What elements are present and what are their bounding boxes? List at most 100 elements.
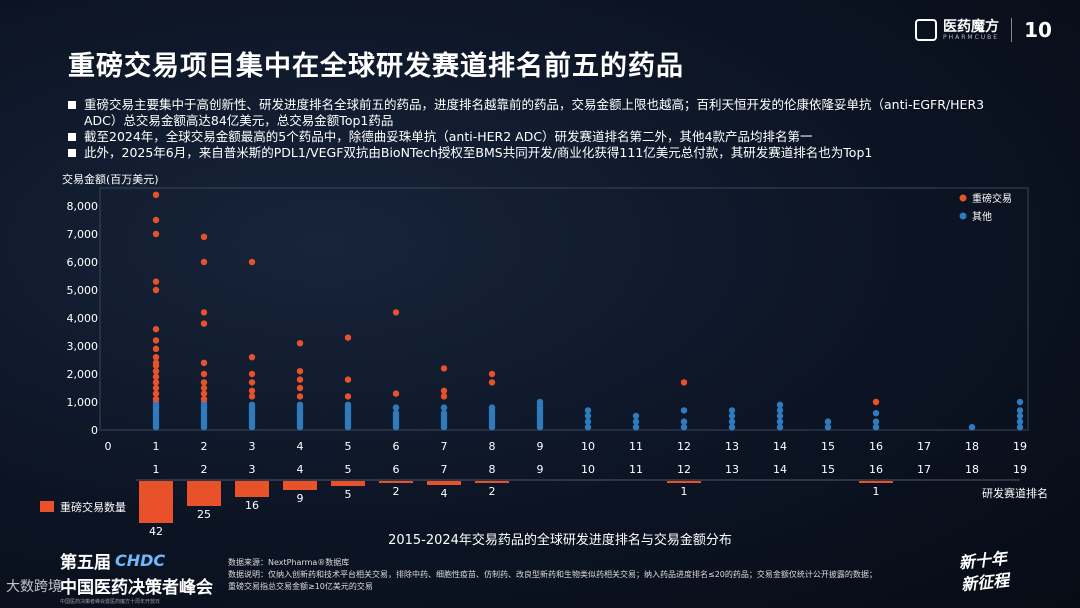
point-other [824, 418, 832, 425]
point-other [584, 407, 592, 414]
point-heavy [200, 320, 208, 327]
count-bar [235, 481, 269, 497]
data-note: 重磅交易指总交易金额≥10亿美元的交易 [228, 582, 373, 591]
slogan: 新十年 新征程 [958, 548, 1010, 597]
point-other [248, 401, 256, 408]
count-bar [475, 481, 509, 483]
point-heavy [200, 396, 208, 403]
x-tick-label: 3 [249, 440, 256, 453]
logo-divider [1011, 18, 1013, 42]
y-axis-label: 交易金额(百万美元) [62, 172, 159, 186]
legend-label: 其他 [972, 210, 992, 223]
point-heavy [296, 376, 304, 383]
count-value-label: 42 [149, 525, 163, 538]
point-heavy [248, 387, 256, 394]
x-tick-label: 8 [489, 440, 496, 453]
point-heavy [248, 370, 256, 378]
conference-logo: 第五届 CHDC 中国医药决策者峰会 中国医药决策者峰会暨医药魔方十周年开放日 [60, 548, 213, 605]
count-category-label: 14 [773, 463, 787, 476]
point-heavy [344, 376, 352, 383]
point-heavy [152, 191, 160, 198]
point-heavy [200, 309, 208, 316]
point-heavy [248, 258, 256, 266]
point-heavy [488, 370, 496, 378]
point-heavy [296, 393, 304, 400]
point-other [776, 418, 784, 425]
x-tick-label: 19 [1013, 440, 1027, 453]
point-other [776, 412, 784, 420]
count-bar [139, 481, 173, 523]
bullet-item: 截至2024年，全球交易金额最高的5个药品中，除德曲妥珠单抗（anti-HER2… [68, 129, 988, 145]
count-category-label: 13 [725, 463, 739, 476]
count-value-label: 9 [297, 492, 304, 505]
count-category-label: 17 [917, 463, 931, 476]
point-heavy [200, 359, 208, 366]
count-bar [379, 481, 413, 483]
bullet-list: 重磅交易主要集中于高创新性、研发进度排名全球前五的药品，进度排名越靠前的药品，交… [68, 97, 988, 161]
point-other [392, 410, 400, 417]
count-value-label: 4 [441, 487, 448, 500]
count-legend-label: 重磅交易数量 [60, 500, 126, 514]
conference-name: 中国医药决策者峰会 [60, 578, 213, 598]
count-bar [283, 481, 317, 490]
point-other [872, 410, 880, 417]
point-heavy [152, 384, 160, 392]
count-category-label: 1 [153, 463, 160, 476]
brand-logo: 医药魔方 PHARMCUBE 10 [915, 18, 1052, 42]
point-other [1016, 418, 1024, 425]
point-other [1016, 398, 1024, 406]
point-other [728, 424, 736, 431]
point-heavy [392, 390, 400, 397]
count-value-label: 2 [489, 485, 496, 498]
point-heavy [248, 393, 256, 400]
point-other [776, 407, 784, 414]
point-heavy [200, 384, 208, 392]
x-tick-label: 0 [105, 440, 112, 453]
chdc-mark: CHDC [115, 551, 166, 570]
point-other [728, 407, 736, 414]
y-tick-label: 3,000 [67, 340, 99, 353]
y-tick-label: 4,000 [67, 312, 99, 325]
point-heavy [152, 379, 160, 386]
point-heavy [152, 337, 160, 344]
point-heavy [440, 393, 448, 400]
point-other [1016, 407, 1024, 414]
point-other [440, 410, 448, 417]
brand-name: 医药魔方 [943, 18, 999, 35]
y-tick-label: 0 [91, 424, 98, 437]
point-heavy [152, 286, 160, 294]
count-category-label: 8 [489, 463, 496, 476]
point-heavy [344, 393, 352, 400]
watermark: 大数跨境 [6, 579, 62, 595]
point-other [776, 401, 784, 408]
point-other [536, 398, 544, 406]
count-category-label: 19 [1013, 463, 1027, 476]
count-category-label: 16 [869, 463, 883, 476]
count-category-label: 15 [821, 463, 835, 476]
count-category-label: 11 [629, 463, 643, 476]
point-other [1016, 424, 1024, 431]
count-value-label: 1 [681, 485, 688, 498]
data-note: 数据说明：仅纳入创新药和技术平台相关交易，排除中药、细胞性疫苗、仿制药、改良型新… [228, 570, 877, 579]
point-heavy [152, 326, 160, 333]
point-other [488, 404, 496, 411]
point-heavy [152, 362, 160, 369]
plot-frame [99, 187, 1029, 431]
count-category-label: 7 [441, 463, 448, 476]
y-tick-label: 6,000 [67, 256, 99, 269]
conference-edition: 第五届 [60, 553, 111, 573]
count-value-label: 1 [873, 485, 880, 498]
x-tick-label: 18 [965, 440, 979, 453]
point-other [632, 418, 640, 425]
count-category-label: 10 [581, 463, 595, 476]
point-other [872, 424, 880, 431]
y-tick-label: 8,000 [67, 200, 99, 213]
point-other [392, 404, 400, 411]
data-source: 数据来源：NextPharma®数据库 [228, 558, 350, 567]
y-tick-label: 2,000 [67, 368, 99, 381]
point-other [824, 424, 832, 431]
point-other [584, 418, 592, 425]
point-heavy [152, 278, 160, 285]
count-bar [427, 481, 461, 485]
